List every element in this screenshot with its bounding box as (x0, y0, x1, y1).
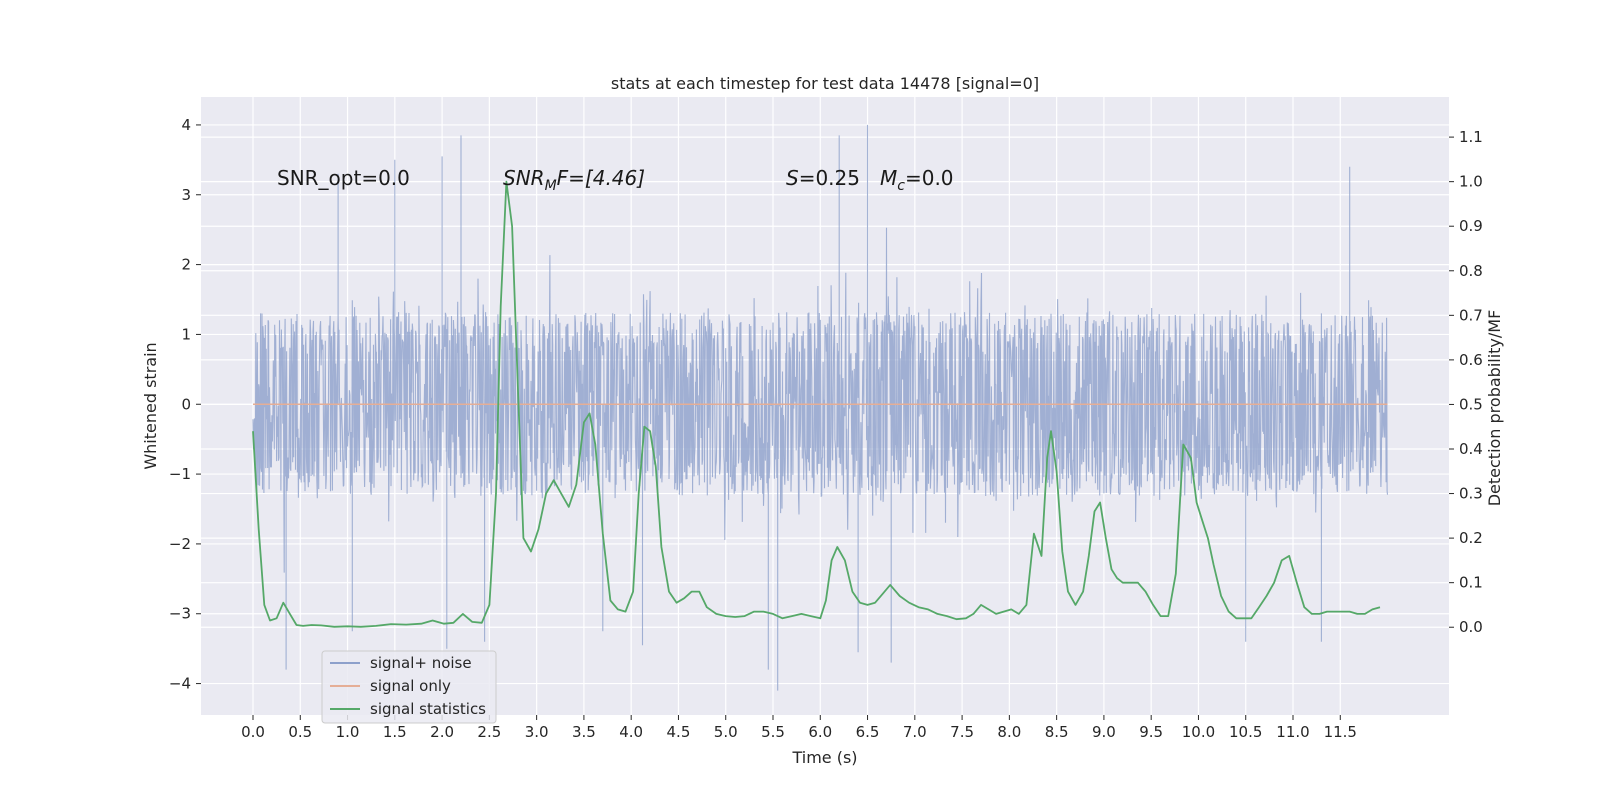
y2-tick-label: 1.1 (1459, 128, 1483, 146)
x-tick-label: 7.5 (950, 723, 974, 741)
s-symbol: S (786, 166, 799, 190)
mc-annotation: Mc=0.0 (880, 166, 954, 194)
y2-tick-label: 0.3 (1459, 485, 1483, 503)
mc-subscript: c (897, 178, 905, 194)
y2-tick-label: 0.0 (1459, 618, 1483, 636)
x-tick-label: 6.5 (856, 723, 880, 741)
x-tick-label: 11.0 (1276, 723, 1309, 741)
s-value: =0.25 (799, 166, 860, 190)
y-tick-label: 2 (181, 256, 191, 274)
x-tick-label: 10.0 (1182, 723, 1215, 741)
x-tick-label: 1.0 (336, 723, 360, 741)
snr-mf-value: F=[4.46] (557, 166, 645, 190)
y-tick-label: −2 (169, 535, 191, 553)
signal-plus-noise-series (252, 124, 1389, 691)
x-tick-label: 5.5 (761, 723, 785, 741)
x-tick-label: 11.5 (1324, 723, 1357, 741)
x-tick-label: 4.0 (619, 723, 643, 741)
x-tick-label: 3.0 (525, 723, 549, 741)
y-tick-label: −4 (169, 675, 191, 693)
x-tick-label: 6.0 (808, 723, 832, 741)
y-tick-label: 0 (181, 395, 191, 413)
snr-mf-annotation: SNRMF=[4.46] (503, 166, 645, 194)
x-tick-label: 8.0 (997, 723, 1021, 741)
y2-axis-ticks: 1.1 1.0 0.9 0.8 0.7 0.6 0.5 0.4 0.3 0.2 0.1 0.0 (1449, 128, 1483, 636)
x-tick-label: 10.5 (1229, 723, 1262, 741)
legend-label-signal: signal only (370, 677, 451, 695)
x-tick-label: 3.5 (572, 723, 596, 741)
y2-tick-label: 0.5 (1459, 395, 1483, 413)
y2-tick-label: 0.9 (1459, 217, 1483, 235)
x-tick-label: 0.0 (241, 723, 265, 741)
y-tick-label: −3 (169, 605, 191, 623)
signal-statistics-line (252, 180, 1381, 628)
s-annotation: S=0.25 (786, 166, 860, 190)
x-tick-label: 5.0 (714, 723, 738, 741)
snr-opt-annotation: SNR_opt=0.0 (277, 166, 410, 190)
y-tick-label: 3 (181, 186, 191, 204)
signal-plus-noise-line (252, 124, 1389, 691)
y-tick-label: 4 (181, 116, 191, 134)
x-tick-label: 9.5 (1139, 723, 1163, 741)
signal-statistics-series (252, 180, 1381, 628)
y-axis-ticks: 4 3 2 1 0 −1 −2 −3 −4 (169, 116, 201, 693)
y2-tick-label: 0.4 (1459, 440, 1483, 458)
x-axis-ticks: 0.0 0.5 1.0 1.5 2.0 2.5 3.0 3.5 4.0 4.5 5.0 5.5 6.0 6… (241, 715, 1357, 741)
x-tick-label: 4.5 (667, 723, 691, 741)
y-tick-label: 1 (181, 325, 191, 343)
y2-tick-label: 0.8 (1459, 262, 1483, 280)
y2-tick-label: 0.7 (1459, 306, 1483, 324)
snr-mf-main: SNR (503, 166, 545, 190)
y2-tick-label: 0.1 (1459, 574, 1483, 592)
chart-title: stats at each timestep for test data 144… (611, 74, 1039, 93)
y2-axis-label: Detection probability/MF (1485, 310, 1504, 507)
legend-label-noise: signal+ noise (370, 654, 472, 672)
y-axis-label: Whitened strain (141, 342, 160, 469)
snr-mf-subscript: M (545, 178, 557, 194)
y2-tick-label: 0.6 (1459, 351, 1483, 369)
x-tick-label: 1.5 (383, 723, 407, 741)
x-tick-label: 2.0 (430, 723, 454, 741)
legend-box (321, 650, 497, 724)
mc-value: =0.0 (905, 166, 954, 190)
y2-tick-label: 0.2 (1459, 529, 1483, 547)
x-tick-label: 8.5 (1045, 723, 1069, 741)
y-tick-label: −1 (169, 465, 191, 483)
mc-symbol: M (880, 166, 897, 190)
x-tick-label: 7.0 (903, 723, 927, 741)
legend: signal+ noise signal only signal statist… (321, 650, 497, 724)
x-tick-label: 0.5 (288, 723, 312, 741)
x-axis-label: Time (s) (791, 748, 857, 767)
y2-tick-label: 1.0 (1459, 173, 1483, 191)
x-tick-label: 9.0 (1092, 723, 1116, 741)
x-tick-label: 2.5 (477, 723, 501, 741)
legend-label-statistics: signal statistics (370, 700, 486, 718)
